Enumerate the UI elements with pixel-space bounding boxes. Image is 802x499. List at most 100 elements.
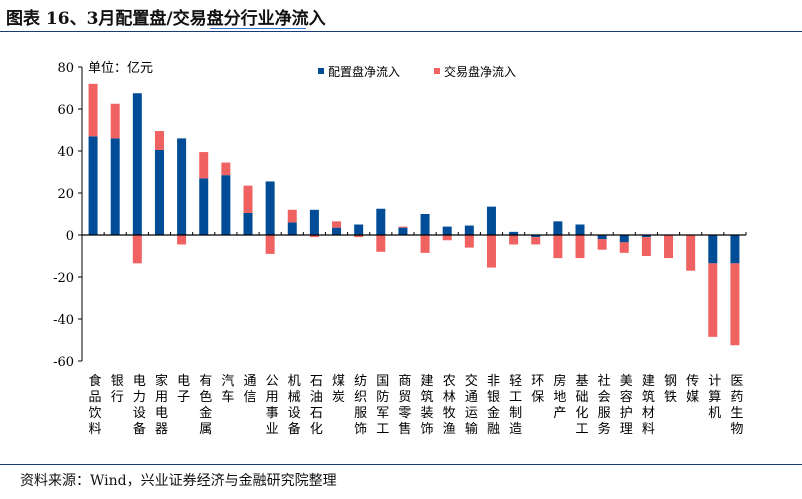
bar-trading (88, 83, 98, 137)
bar-trading (486, 235, 496, 268)
category-label: 建筑材料 (642, 374, 655, 437)
bar-trading (132, 235, 142, 264)
category-label: 电子 (177, 374, 190, 405)
bar-trading (464, 235, 474, 248)
category-label: 计算机 (708, 374, 721, 421)
category-label: 社会服务 (598, 373, 611, 437)
legend-label: 交易盘净流入 (444, 64, 516, 79)
bar-allocation (619, 235, 629, 243)
title-underline (210, 28, 306, 29)
bar-allocation (243, 212, 253, 235)
legend-swatch (434, 68, 440, 74)
bar-trading (641, 237, 651, 256)
bar-trading (730, 263, 740, 346)
legend-swatch (318, 68, 324, 74)
title-divider (0, 31, 802, 32)
category-label: 非银金融 (487, 374, 500, 437)
y-tick-label: -60 (53, 355, 74, 370)
bar-allocation (708, 235, 718, 264)
bar-allocation (575, 224, 585, 235)
category-label: 医药生物 (730, 374, 743, 437)
bar-allocation (531, 235, 541, 238)
bar-allocation (509, 231, 519, 235)
category-label: 商贸零售 (398, 374, 411, 437)
bar-allocation (641, 235, 651, 238)
bar-allocation (486, 206, 496, 235)
bar-trading (398, 226, 408, 228)
bar-allocation (442, 226, 452, 235)
bar-allocation (420, 214, 430, 235)
bar-allocation (132, 93, 142, 235)
bar-allocation (309, 209, 319, 235)
category-label: 公用事业 (266, 374, 279, 437)
bar-trading (597, 239, 607, 250)
bar-trading (376, 235, 386, 252)
category-label: 有色金属 (199, 374, 212, 437)
source-divider (0, 464, 802, 465)
y-tick-label: 80 (57, 61, 74, 76)
bar-allocation (376, 208, 386, 235)
bar-allocation (354, 224, 364, 235)
bar-allocation (177, 138, 187, 235)
bar-allocation (221, 175, 231, 235)
bar-trading (243, 185, 253, 213)
bar-trading (265, 235, 275, 254)
category-label: 传媒 (686, 374, 699, 405)
bar-trading (354, 235, 364, 238)
bar-trading (686, 235, 696, 271)
y-tick-label: 20 (57, 187, 74, 202)
bar-trading (531, 237, 541, 245)
category-label: 煤炭 (332, 374, 345, 405)
category-label: 钢铁 (664, 374, 677, 405)
bar-allocation (553, 221, 563, 235)
bar-allocation (88, 136, 98, 235)
category-label: 石油石化 (310, 374, 323, 437)
category-label: 通信 (243, 374, 256, 405)
category-label: 银行 (111, 374, 124, 405)
category-label: 交通运输 (465, 373, 478, 437)
bar-trading (442, 235, 452, 241)
bar-trading (177, 235, 187, 245)
source-note: 资料来源：Wind，兴业证券经济与金融研究院整理 (20, 473, 337, 489)
bar-allocation (287, 222, 297, 235)
category-label: 食品饮料 (89, 373, 102, 437)
bar-allocation (265, 181, 275, 235)
category-label: 建筑装饰 (421, 374, 434, 437)
legend-label: 配置盘净流入 (328, 64, 400, 79)
bar-allocation (110, 138, 120, 235)
bar-allocation (332, 227, 342, 235)
bar-trading (619, 242, 629, 253)
category-label: 电力设备 (133, 374, 146, 437)
bar-trading (553, 235, 563, 259)
y-tick-label: -20 (53, 271, 74, 286)
bar-trading (309, 235, 319, 238)
category-label: 农林牧渔 (443, 374, 456, 437)
bar-allocation (199, 178, 209, 235)
bar-allocation (398, 227, 408, 235)
y-tick-label: -40 (53, 313, 74, 328)
category-label: 机械设备 (288, 374, 301, 437)
category-label: 环保 (531, 374, 544, 405)
stacked-bar-chart: -60 -40 -20 0 20 40 60 80 单位：亿元食品饮料银行电力设备家用电器电子有… (53, 61, 747, 437)
bar-trading (575, 235, 585, 259)
bar-trading (154, 131, 164, 150)
y-tick-label: 0 (66, 229, 74, 244)
bar-allocation (597, 235, 607, 240)
bar-trading (110, 103, 120, 139)
bar-allocation (730, 235, 740, 264)
bar-trading (287, 209, 297, 223)
y-tick-label: 40 (57, 145, 74, 160)
category-label: 国防军工 (376, 374, 389, 437)
bar-allocation (154, 149, 164, 235)
category-label: 基础化工 (575, 374, 588, 437)
bar-trading (708, 263, 718, 337)
bar-allocation (464, 225, 474, 235)
y-tick-label: 60 (57, 103, 74, 118)
chart-title: 图表 16、3月配置盘/交易盘分行业净流入 (6, 9, 326, 29)
bar-trading (664, 235, 674, 259)
bar-trading (420, 235, 430, 253)
category-label: 美容护理 (620, 374, 633, 437)
bar-trading (332, 221, 342, 228)
category-label: 纺织服饰 (354, 374, 367, 437)
unit-label: 单位：亿元 (88, 61, 153, 76)
